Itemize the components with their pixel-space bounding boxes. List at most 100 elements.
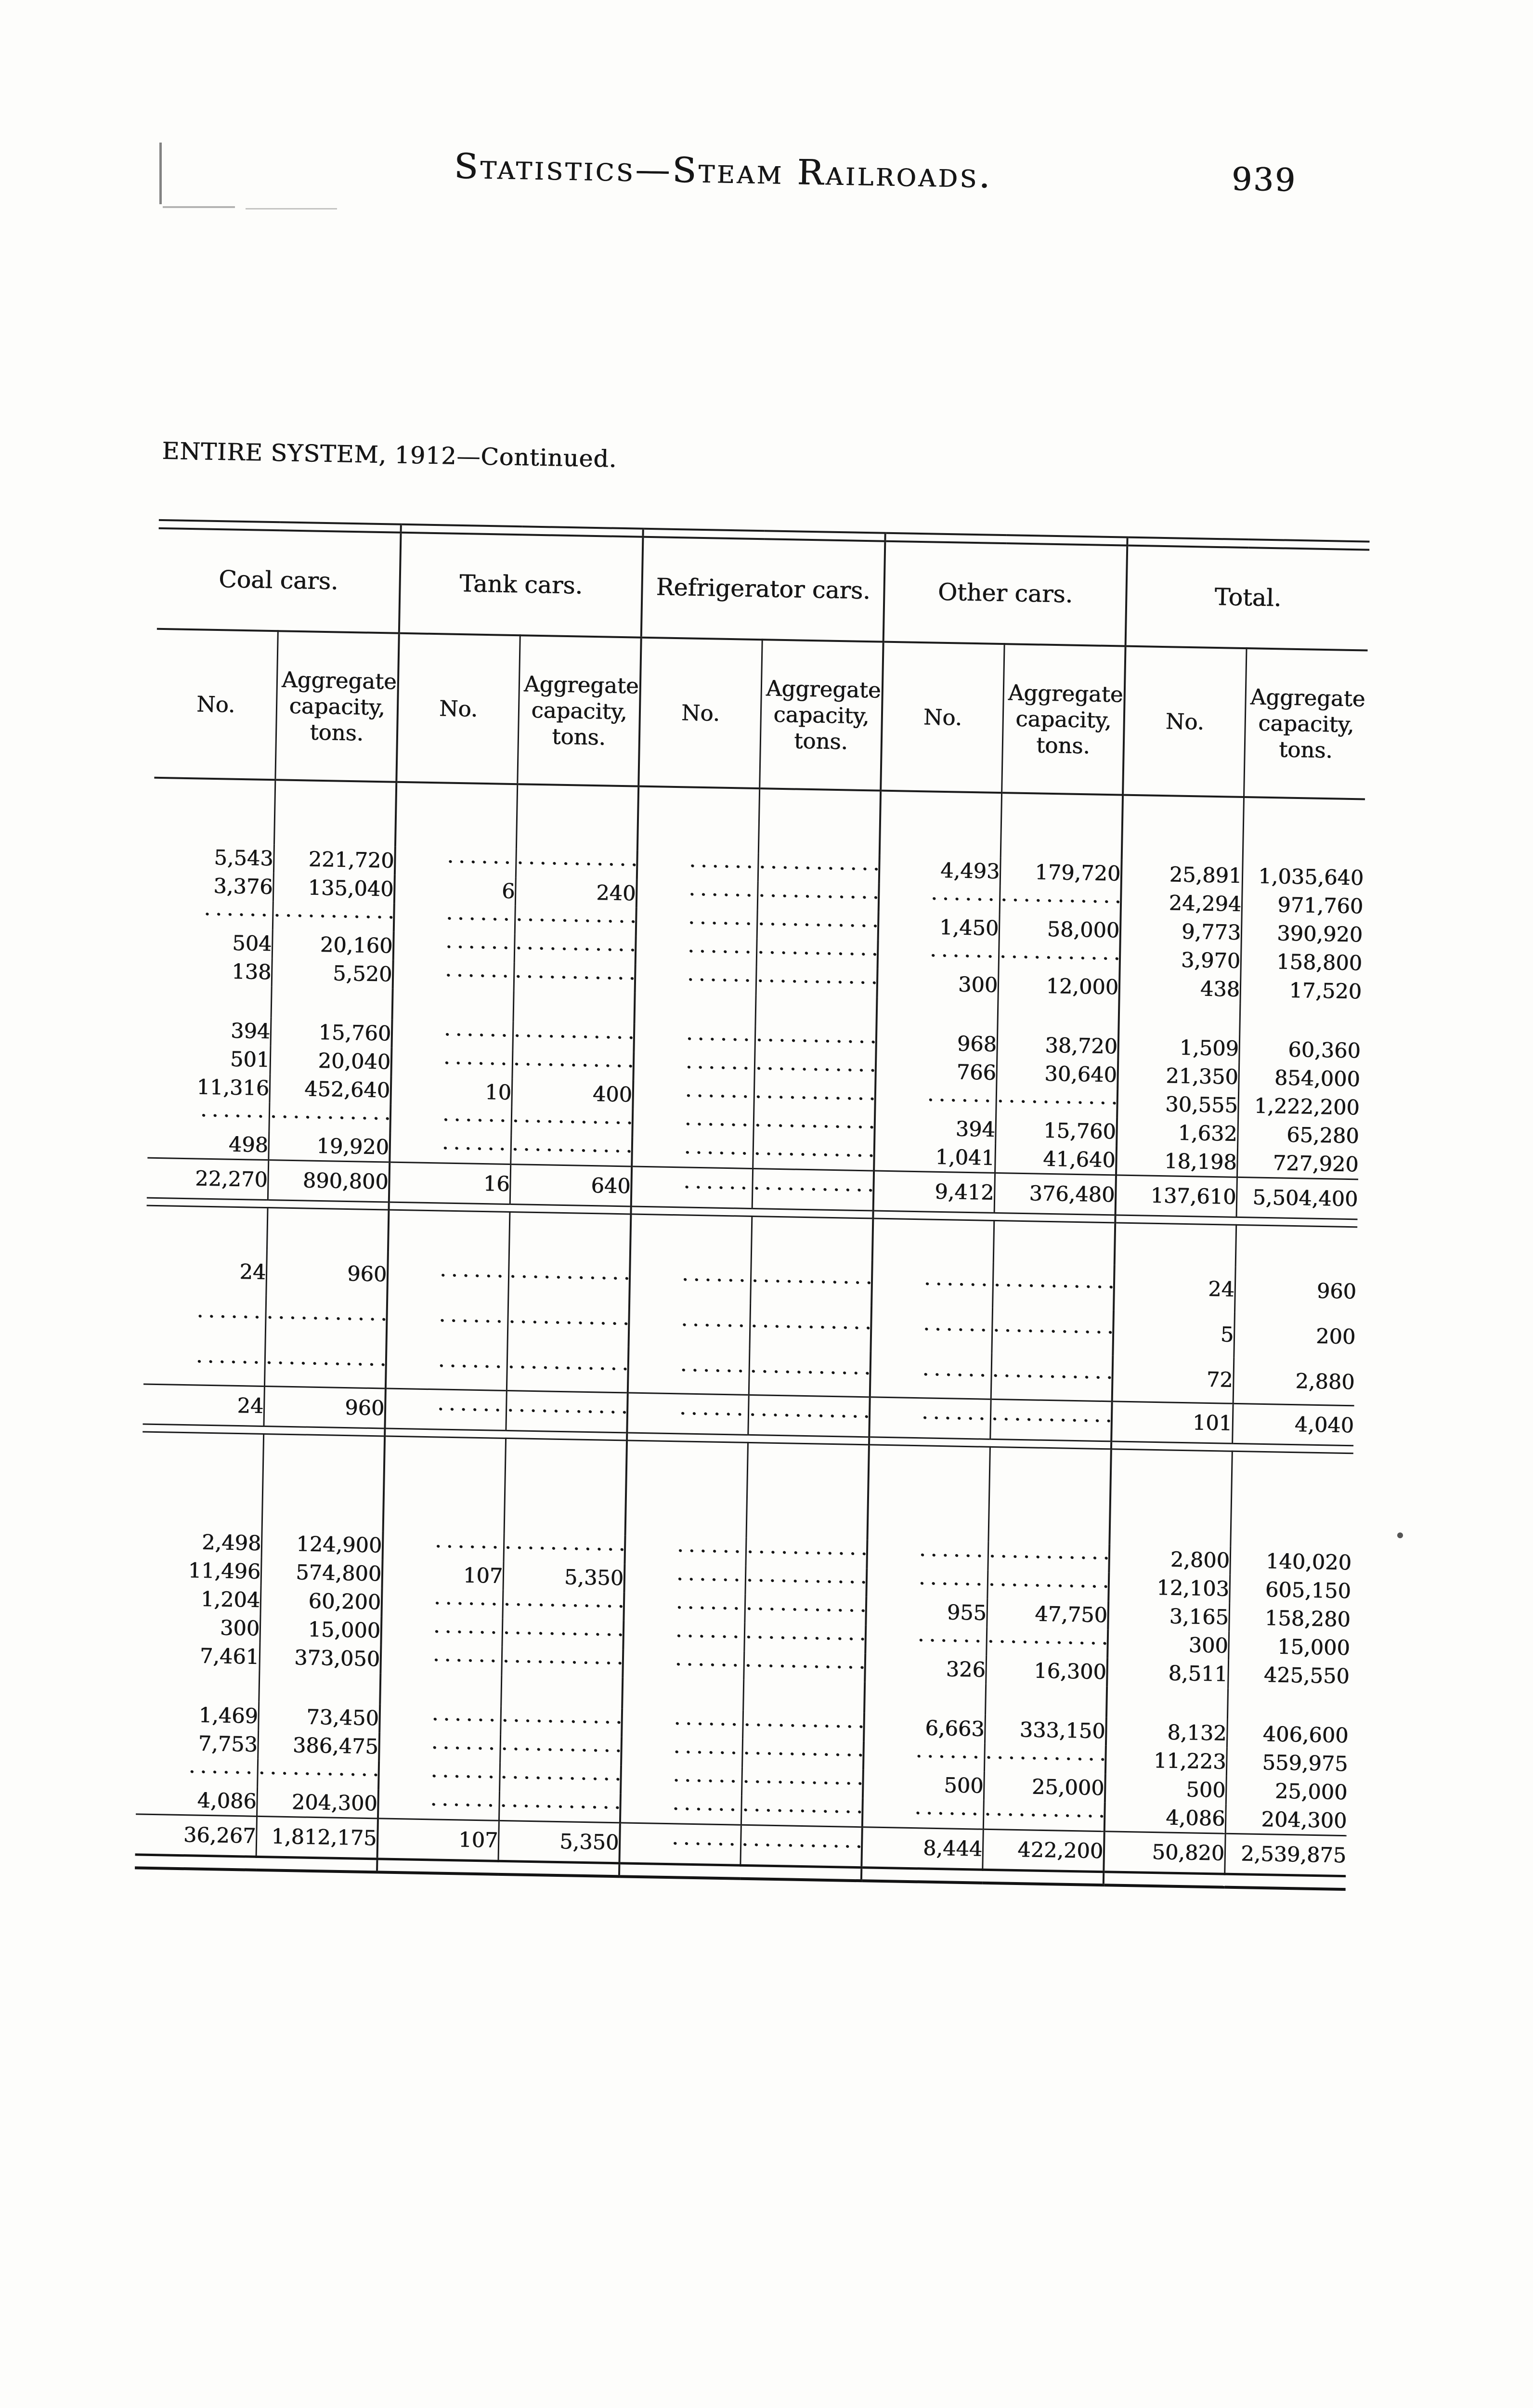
column-group-total: Total. — [1125, 545, 1370, 651]
subheader-capacity-coal-cars: Aggregate capacity, tons. — [275, 631, 399, 782]
subheader-row: No. Aggregate capacity, tons. No. Aggregate… — [154, 628, 1368, 799]
statistics-table: Coal cars. Tank cars. Refrigerator cars. Ot… — [135, 519, 1370, 1891]
data-cell: 221,720 — [273, 844, 395, 875]
dot-leader-cell: ············· — [514, 962, 636, 993]
subheader-capacity-other-cars: Aggregate capacity, tons. — [1001, 644, 1126, 795]
data-cell: 47,750 — [987, 1598, 1109, 1630]
spacer-cell — [1227, 1688, 1350, 1722]
spacer-cell — [262, 1434, 385, 1531]
dot-leader-cell: ············· — [753, 1111, 875, 1142]
dot-leader-cell: ············· — [987, 1570, 1109, 1601]
data-cell: 138 — [231, 959, 272, 984]
data-cell: 73,450 — [258, 1701, 380, 1733]
subheader-no-coal-cars: No. — [154, 628, 278, 780]
spacer-cell — [993, 1220, 1116, 1265]
dot-leader-cell: ············· — [749, 1348, 871, 1397]
spacer-cell — [864, 1682, 986, 1715]
data-cell: 500 — [862, 1769, 985, 1800]
dot-leader-cell: ······ — [636, 907, 758, 939]
dot-leader-cell: ······ — [870, 1306, 993, 1353]
data-cell: 12,103 — [1108, 1572, 1230, 1603]
data-cell: 25,000 — [1226, 1776, 1348, 1807]
data-cell: 3,165 — [1108, 1601, 1230, 1632]
spacer-cell — [1243, 797, 1365, 864]
dot-leader-cell: ······ — [381, 1616, 503, 1647]
dot-leader-cell: ······ — [621, 1737, 743, 1767]
spacer-cell — [755, 995, 877, 1028]
dot-leader-cell: ······ — [382, 1531, 505, 1562]
data-cell: 107 — [382, 1559, 504, 1590]
spacer-cell — [388, 1210, 510, 1255]
data-cell: 300 — [1107, 1629, 1229, 1660]
data-cell: 2,498 — [201, 1530, 261, 1556]
dot-leader-cell: ······ — [624, 1564, 746, 1595]
spacer-cell — [1106, 1686, 1228, 1719]
data-cell: 30,555 — [1117, 1089, 1239, 1120]
data-cell: 8,511 — [1107, 1658, 1229, 1688]
dot-leader-cell: ············· — [265, 1295, 388, 1343]
data-cell: 20,160 — [272, 929, 394, 960]
data-cell: 41,640 — [995, 1143, 1117, 1175]
dot-leader-cell: ············· — [504, 1533, 625, 1564]
dot-leader-cell: ············· — [996, 1086, 1118, 1118]
spacer-cell — [872, 1218, 994, 1263]
dot-leader-cell: ······ — [633, 1080, 754, 1112]
data-cell: 971,760 — [1242, 890, 1364, 921]
data-cell: 140,020 — [1230, 1546, 1352, 1577]
running-title: Statistics—Steam Railroads. — [454, 145, 993, 196]
data-cell: 394 — [230, 1019, 271, 1044]
dot-leader-cell: ······ — [188, 1759, 258, 1785]
spacer-cell — [1000, 793, 1123, 860]
data-cell: 1,204 — [200, 1587, 260, 1612]
spacer-cell — [634, 993, 756, 1026]
data-cell: 1,632 — [1117, 1117, 1238, 1148]
data-cell: 559,975 — [1226, 1747, 1348, 1779]
data-cell: 1,450 — [878, 912, 1000, 943]
dot-leader-cell: ······ — [391, 1047, 513, 1079]
dot-leader-cell: ············· — [257, 1758, 379, 1790]
dot-leader-cell: ······ — [865, 1625, 987, 1656]
dot-leader-cell: ············· — [515, 905, 637, 936]
spacer-cell — [392, 988, 514, 1022]
data-cell: 179,720 — [1000, 857, 1122, 888]
data-cell: 21,350 — [1117, 1060, 1239, 1091]
data-cell: 204,300 — [1225, 1804, 1347, 1836]
dot-leader-cell: ······ — [624, 1535, 746, 1566]
subtotal-cell: 22,270 — [146, 1158, 269, 1200]
spacer-cell — [504, 1438, 627, 1536]
dot-leader-cell: ············· — [990, 1399, 1112, 1441]
data-cell: 500 — [1104, 1774, 1227, 1805]
dot-leader-cell: ············· — [510, 1135, 633, 1167]
dot-leader-cell: ······ — [380, 1645, 502, 1675]
dot-leader-cell: ······ — [632, 1109, 754, 1140]
spacer-cell — [997, 999, 1119, 1033]
subtotal-cell: 2,539,875 — [1224, 1833, 1347, 1876]
dot-leader-cell: ······ — [379, 1732, 501, 1763]
dot-leader-cell: ············· — [741, 1767, 863, 1798]
spacer-cell — [1109, 1449, 1233, 1546]
dot-leader-cell: ············· — [264, 1340, 387, 1388]
subtotal-cell: 1,812,175 — [256, 1816, 378, 1859]
subheader-no-refrigerator-cars: No. — [638, 637, 763, 789]
data-cell: 4,086 — [1104, 1802, 1226, 1834]
data-cell: 158,280 — [1229, 1603, 1351, 1634]
subtotal-cell: 137,610 — [1115, 1175, 1237, 1217]
data-cell: 19,920 — [268, 1131, 390, 1163]
dot-leader-cell: ············· — [986, 1627, 1108, 1658]
spacer-cell — [1235, 1225, 1358, 1269]
dot-leader-cell: ············· — [753, 1139, 875, 1171]
subtotal-cell: 107 — [377, 1818, 499, 1861]
dot-leader-cell: ······ — [869, 1397, 991, 1440]
data-cell: 65,280 — [1237, 1119, 1360, 1151]
data-cell: 5,543 — [213, 845, 273, 871]
dot-leader-cell: ············· — [983, 1800, 1105, 1832]
dot-leader-cell: ············· — [752, 1168, 874, 1211]
dot-leader-cell: ······ — [633, 1052, 755, 1083]
data-cell: 1,469 — [198, 1703, 259, 1728]
data-cell: 25,000 — [984, 1771, 1105, 1803]
data-cell: 300 — [220, 1615, 260, 1641]
dot-leader-cell: ······ — [632, 1137, 754, 1169]
dot-leader-cell: ······ — [391, 1019, 513, 1050]
dot-leader-cell: ············· — [740, 1825, 862, 1868]
scan-artifact-bar — [159, 143, 162, 204]
